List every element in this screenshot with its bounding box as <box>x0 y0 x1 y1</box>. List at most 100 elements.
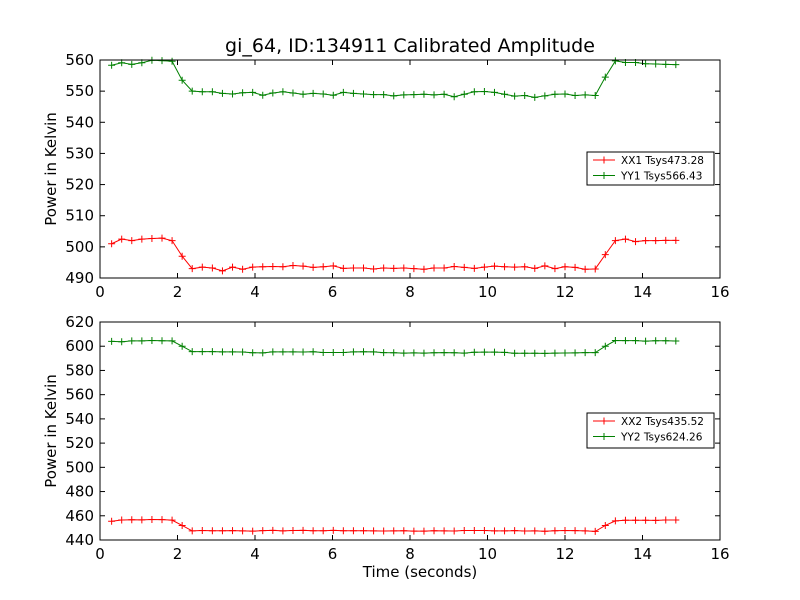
data-point <box>551 349 559 357</box>
data-point <box>531 264 539 272</box>
y-tick-label: 440 <box>65 531 94 549</box>
data-point <box>480 527 488 535</box>
data-point <box>480 348 488 356</box>
data-point <box>118 516 126 524</box>
data-point <box>118 235 126 243</box>
x-tick-label: 2 <box>173 283 183 301</box>
data-point <box>349 264 357 272</box>
data-point <box>138 235 146 243</box>
data-point <box>571 349 579 357</box>
data-point <box>108 240 116 248</box>
data-point <box>420 265 428 273</box>
data-point <box>591 349 599 357</box>
data-point <box>390 527 398 535</box>
data-point <box>611 237 619 245</box>
data-point <box>632 337 640 345</box>
data-point <box>410 349 418 357</box>
y-tick-label: 580 <box>65 361 94 379</box>
x-tick-label: 14 <box>633 545 652 563</box>
x-tick-label: 10 <box>478 283 497 301</box>
y-tick-label: 500 <box>65 238 94 256</box>
data-point <box>541 262 549 270</box>
data-point <box>229 348 237 356</box>
x-tick-label: 8 <box>405 545 415 563</box>
x-tick-label: 6 <box>328 283 338 301</box>
data-point <box>501 527 509 535</box>
data-point <box>339 264 347 272</box>
data-point <box>672 61 680 69</box>
data-point <box>460 90 468 98</box>
data-point <box>138 337 146 345</box>
data-point <box>420 349 428 357</box>
data-point <box>289 348 297 356</box>
data-point <box>470 88 478 96</box>
x-tick-label: 4 <box>250 545 260 563</box>
data-point <box>551 90 559 98</box>
data-point <box>289 262 297 270</box>
data-point <box>571 527 579 535</box>
data-point <box>299 348 307 356</box>
x-tick-label: 16 <box>710 283 729 301</box>
legend-box <box>586 151 715 186</box>
x-tick-label: 12 <box>555 283 574 301</box>
data-point <box>329 91 337 99</box>
data-point <box>168 237 176 245</box>
data-point <box>208 88 216 96</box>
y-tick-label: 460 <box>65 507 94 525</box>
data-point <box>400 527 408 535</box>
data-point <box>541 349 549 357</box>
data-point <box>642 60 650 68</box>
data-point <box>259 527 267 535</box>
data-point <box>390 349 398 357</box>
data-point <box>480 87 488 95</box>
data-point <box>370 527 378 535</box>
data-point <box>218 89 226 97</box>
data-point <box>319 263 327 271</box>
legend-label: YY2 Tsys624.26 <box>620 432 703 444</box>
data-point <box>521 349 529 357</box>
data-point <box>511 263 519 271</box>
data-point <box>501 263 509 271</box>
data-point <box>239 348 247 356</box>
data-point <box>198 263 206 271</box>
data-point <box>239 89 247 97</box>
data-point <box>450 527 458 535</box>
data-point <box>440 349 448 357</box>
data-point <box>188 265 196 273</box>
data-point <box>370 348 378 356</box>
data-point <box>269 526 277 534</box>
data-point <box>501 348 509 356</box>
data-point <box>450 262 458 270</box>
data-point <box>178 342 186 350</box>
data-point <box>430 349 438 357</box>
data-point <box>531 527 539 535</box>
y-tick-label: 540 <box>65 410 94 428</box>
data-point <box>249 349 257 357</box>
data-point <box>269 89 277 97</box>
data-point <box>158 57 166 65</box>
data-point <box>652 337 660 345</box>
data-point <box>450 349 458 357</box>
data-point <box>490 88 498 96</box>
data-point <box>168 516 176 524</box>
x-tick-label: 0 <box>95 545 105 563</box>
data-point <box>561 263 569 271</box>
data-point <box>642 516 650 524</box>
data-point <box>581 91 589 99</box>
data-point <box>521 527 529 535</box>
y-tick-label: 560 <box>65 51 94 69</box>
data-point <box>309 348 317 356</box>
chart-title: gi_64, ID:134911 Calibrated Amplitude <box>225 35 595 57</box>
data-point <box>349 89 357 97</box>
data-point <box>380 527 388 535</box>
y-tick-label: 560 <box>65 386 94 404</box>
y-tick-label: 550 <box>65 82 94 100</box>
data-point <box>662 236 670 244</box>
data-point <box>400 349 408 357</box>
data-point <box>652 60 660 68</box>
data-point <box>611 517 619 525</box>
data-point <box>460 527 468 535</box>
data-point <box>390 92 398 100</box>
data-point <box>440 90 448 98</box>
data-point <box>642 337 650 345</box>
